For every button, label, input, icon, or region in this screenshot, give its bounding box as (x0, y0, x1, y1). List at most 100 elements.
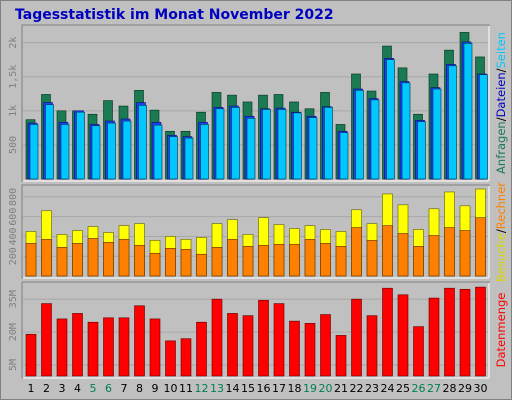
y-tick-label: 400 (8, 227, 19, 245)
bar-rechner (227, 239, 238, 277)
bar-rechner (103, 242, 114, 277)
bar-rechner (72, 243, 83, 277)
bar-datenmenge (382, 287, 393, 377)
bar-dateien (262, 109, 271, 180)
x-tick-label: 23 (365, 382, 379, 395)
bar-rechner (211, 247, 223, 277)
x-tick-label: 30 (474, 382, 488, 395)
x-tick-label: 13 (210, 382, 224, 395)
bar-datenmenge (180, 338, 192, 377)
x-tick-label: 14 (226, 382, 240, 395)
bar-dateien (76, 111, 85, 180)
bar-datenmenge (103, 317, 114, 377)
bar-dateien (60, 124, 70, 180)
panel-background (21, 184, 490, 279)
bar-rechner (56, 247, 68, 277)
bar-datenmenge (351, 298, 362, 377)
bar-dateien (479, 74, 488, 180)
y-axis-title-part: Rechner (494, 182, 508, 230)
bar-rechner (87, 238, 99, 277)
bar-datenmenge (25, 333, 37, 377)
y-tick-label: 35M (8, 290, 19, 308)
bar-rechner (242, 246, 254, 277)
y-tick-label: 2k (8, 37, 19, 49)
bar-datenmenge (289, 320, 300, 377)
bar-datenmenge (366, 315, 378, 377)
bar-datenmenge (149, 318, 161, 377)
bar-dateien (246, 118, 256, 180)
y-tick-label: 20M (8, 323, 19, 341)
x-tick-label: 1 (28, 382, 35, 395)
y-axis-title: Datenmenge (494, 293, 508, 368)
bar-rechner (149, 252, 161, 277)
y-tick-label: 800 (8, 188, 19, 206)
bar-dateien (45, 104, 54, 180)
bar-rechner (134, 245, 145, 277)
bar-dateien (370, 99, 380, 180)
x-tick-label: 11 (179, 382, 193, 395)
y-axis-title-part: / (494, 117, 508, 121)
y-tick-label: 200 (8, 247, 19, 265)
bar-rechner (382, 225, 393, 277)
bar-dateien (122, 120, 132, 180)
bar-dateien (153, 124, 163, 180)
y-axis-title-part: Besuche (494, 233, 508, 282)
bar-rechner (118, 239, 130, 277)
panel-requests: 500 1k 1,5k 2k (8, 24, 490, 182)
bar-dateien (29, 124, 39, 180)
x-tick-label: 2 (43, 382, 50, 395)
y-axis-title: Besuche/Rechner (494, 182, 508, 282)
chart-title: Tagesstatistik im Monat November 2022 (15, 7, 334, 23)
x-tick-label: 15 (241, 382, 255, 395)
bar-rechner (258, 245, 269, 277)
x-tick-label: 8 (136, 382, 143, 395)
bar-datenmenge (134, 305, 145, 377)
bar-datenmenge (413, 326, 424, 377)
x-tick-label: 5 (90, 382, 97, 395)
bar-rechner (196, 253, 207, 277)
x-tick-label: 26 (412, 382, 426, 395)
y-axis-title-part: Anfragen (494, 121, 508, 174)
panel-background (21, 281, 490, 379)
x-tick-label: 7 (121, 382, 128, 395)
x-tick-label: 20 (319, 382, 333, 395)
y-tick-label: 5M (8, 359, 19, 371)
y-axis-title-part: Seiten (494, 32, 508, 68)
bar-rechner (366, 240, 378, 277)
bar-rechner (165, 248, 176, 277)
bar-datenmenge (227, 313, 238, 377)
x-tick-label: 3 (59, 382, 66, 395)
bar-dateien (215, 108, 225, 180)
bar-rechner (289, 244, 300, 277)
bar-dateien (107, 122, 116, 180)
bar-dateien (448, 65, 457, 180)
x-tick-label: 22 (350, 382, 364, 395)
bar-datenmenge (444, 287, 455, 377)
y-axis-title-part: Datenmenge (494, 293, 508, 368)
x-tick-label: 21 (334, 382, 348, 395)
bar-rechner (413, 246, 424, 277)
x-tick-label: 18 (288, 382, 302, 395)
bar-datenmenge (56, 318, 68, 377)
bar-datenmenge (211, 298, 223, 377)
x-tick-label: 17 (272, 382, 286, 395)
y-axis-titles: Anfragen/Dateien/SeitenBesuche/RechnerDa… (494, 32, 508, 367)
bar-dateien (200, 124, 209, 180)
bar-datenmenge (273, 303, 285, 377)
y-axis-title: Anfragen/Dateien/Seiten (494, 32, 508, 174)
bar-dateien (386, 59, 395, 180)
bar-rechner (335, 246, 347, 277)
bar-dateien (401, 82, 411, 180)
bar-rechner (351, 227, 362, 277)
bar-datenmenge (196, 321, 207, 377)
bar-dateien (463, 43, 473, 180)
bar-dateien (138, 105, 147, 180)
bar-dateien (355, 90, 364, 180)
bar-dateien (339, 132, 349, 180)
bar-rechner (320, 243, 331, 277)
bar-rechner (459, 230, 471, 277)
bar-dateien (293, 112, 302, 180)
bar-rechner (180, 249, 192, 277)
bar-dateien (432, 88, 442, 180)
x-tick-label: 16 (257, 382, 271, 395)
